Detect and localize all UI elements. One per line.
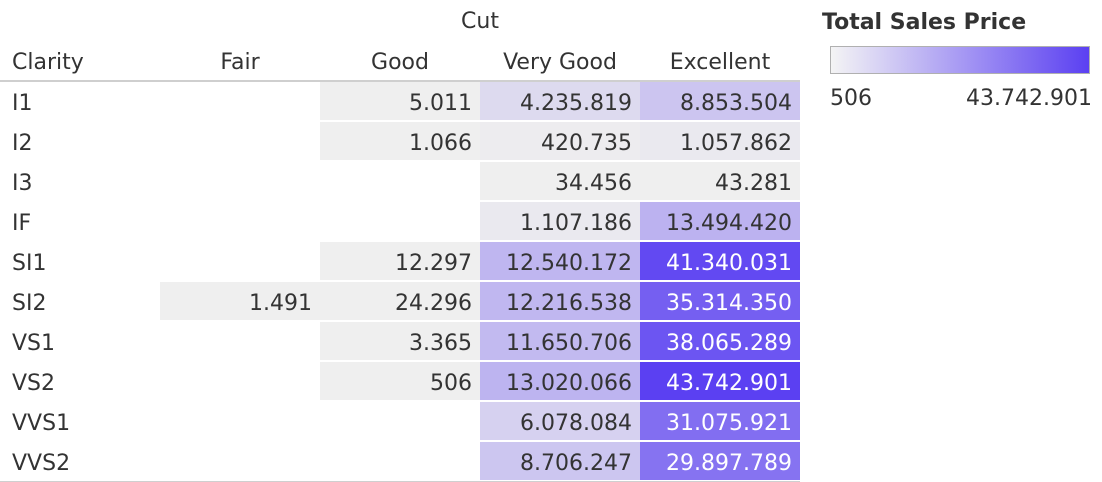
heatmap-cell: [640, 202, 800, 240]
heatmap-cell: [480, 122, 640, 160]
heatmap-cell: [640, 122, 800, 160]
heatmap-cell: [480, 282, 640, 320]
legend-title: Total Sales Price: [822, 10, 1027, 35]
cell-value-label: 24.296: [395, 291, 472, 316]
cell-value-label: 4.235.819: [520, 91, 632, 116]
cell-value-label: 506: [430, 371, 472, 396]
cell-value-label: 35.314.350: [666, 291, 792, 316]
legend-min-label: 506: [830, 86, 872, 111]
cell-value-label: 420.735: [541, 131, 632, 156]
cell-value-label: 1.066: [409, 131, 472, 156]
heatmap-cell: [640, 282, 800, 320]
heatmap-cell: [320, 122, 480, 160]
row-label: I3: [12, 171, 33, 196]
heatmap-cell: [320, 242, 480, 280]
heatmap-cell: [480, 322, 640, 360]
heatmap-cell: [640, 242, 800, 280]
row-label: VS1: [12, 331, 55, 356]
row-label: I2: [12, 131, 33, 156]
cell-value-label: 1.491: [249, 291, 312, 316]
cell-value-label: 6.078.084: [520, 411, 632, 436]
row-label: SI1: [12, 251, 46, 276]
cell-value-label: 1.107.186: [520, 211, 632, 236]
heatmap-cell: [320, 322, 480, 360]
heatmap-cell: [480, 162, 640, 200]
cell-value-label: 5.011: [409, 91, 472, 116]
heatmap-cell: [480, 362, 640, 400]
cell-value-label: 31.075.921: [666, 411, 792, 436]
heatmap-cell: [640, 162, 800, 200]
cell-value-label: 13.020.066: [506, 371, 632, 396]
heatmap-cell: [320, 282, 480, 320]
heatmap-cell: [480, 242, 640, 280]
cell-value-label: 8.853.504: [680, 91, 792, 116]
cell-value-label: 38.065.289: [666, 331, 792, 356]
heatmap-cell: [320, 362, 480, 400]
cell-value-label: 11.650.706: [506, 331, 632, 356]
heatmap-cell: [480, 442, 640, 480]
row-label: I1: [12, 91, 33, 116]
heatmap-cell: [160, 282, 320, 320]
cell-value-label: 41.340.031: [666, 251, 792, 276]
heatmap-cell: [640, 442, 800, 480]
legend-color-ramp: [830, 46, 1090, 74]
heatmap-cell: [320, 82, 480, 120]
cell-value-label: 1.057.862: [680, 131, 792, 156]
column-group-header: Cut: [461, 9, 499, 34]
heatmap-cell: [480, 202, 640, 240]
heatmap-cell: [480, 82, 640, 120]
row-label: VVS2: [12, 451, 70, 476]
row-header: Clarity: [12, 50, 84, 75]
heatmap-cell: [640, 322, 800, 360]
cell-value-label: 12.216.538: [506, 291, 632, 316]
heatmap-cell: [640, 362, 800, 400]
heatmap-cell: [640, 402, 800, 440]
cell-value-label: 12.297: [395, 251, 472, 276]
row-label: VVS1: [12, 411, 70, 436]
heatmap-cell: [640, 82, 800, 120]
cell-value-label: 13.494.420: [666, 211, 792, 236]
cell-value-label: 43.742.901: [666, 371, 792, 396]
cell-value-label: 8.706.247: [520, 451, 632, 476]
row-label: SI2: [12, 291, 46, 316]
cell-value-label: 3.365: [409, 331, 472, 356]
cell-value-label: 34.456: [555, 171, 632, 196]
column-header: Fair: [220, 50, 260, 75]
cell-value-label: 12.540.172: [506, 251, 632, 276]
heatmap-cell: [480, 402, 640, 440]
legend-max-label: 43.742.901: [966, 86, 1092, 111]
column-header: Good: [371, 50, 429, 75]
cell-value-label: 43.281: [715, 171, 792, 196]
row-label: IF: [12, 211, 31, 236]
row-label: VS2: [12, 371, 55, 396]
cell-value-label: 29.897.789: [666, 451, 792, 476]
column-header: Very Good: [503, 50, 617, 75]
column-header: Excellent: [670, 50, 771, 75]
